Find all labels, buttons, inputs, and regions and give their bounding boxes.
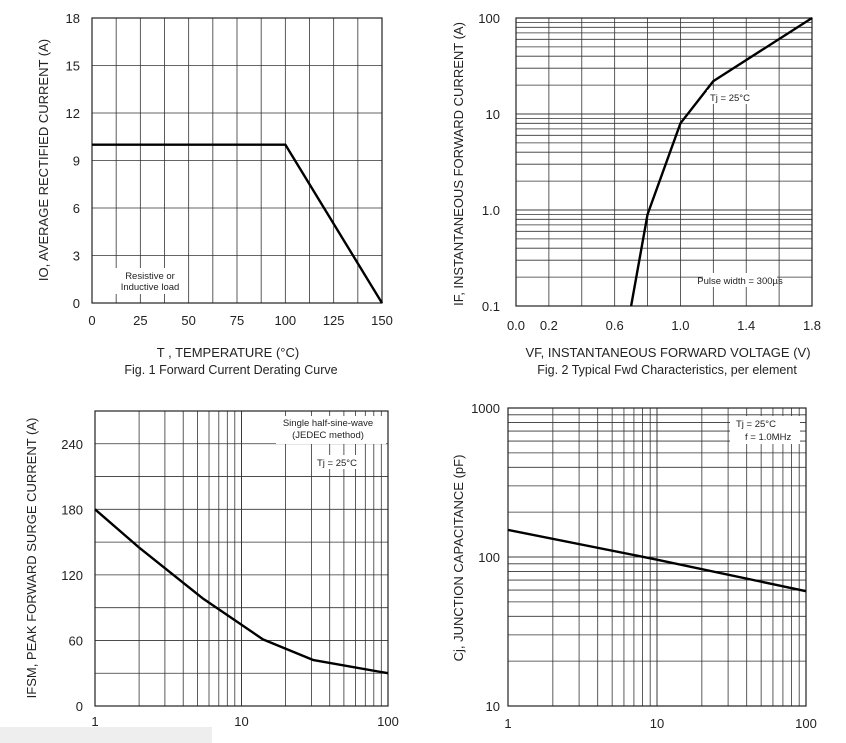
y-tick-label: 0.1	[482, 299, 500, 314]
x-tick-label: 10	[650, 716, 664, 731]
annotation-text: Resistive or	[125, 271, 175, 282]
y-tick-label: 10	[486, 107, 500, 122]
y-tick-label: 1.0	[482, 203, 500, 218]
annotation-text: (JEDEC method)	[292, 430, 364, 441]
x-tick-label: 1.8	[803, 318, 821, 333]
x-tick-label: 25	[133, 313, 147, 328]
x-tick-label: 150	[371, 313, 393, 328]
y-axis-label: IFSM, PEAK FORWARD SURGE CURRENT (A)	[24, 418, 39, 699]
series-line	[507, 528, 807, 593]
x-tick-label: 100	[274, 313, 296, 328]
series-line	[92, 143, 384, 304]
annotation-background	[314, 455, 360, 469]
y-tick-label: 240	[61, 437, 83, 452]
y-axis-label: Cj, JUNCTION CAPACITANCE (pF)	[451, 455, 466, 662]
chart-junction-capacitance: 1 10 100 10 100 1000 Tj = 25°C f = 1.0MHz Cj, JU…	[451, 401, 817, 731]
plot-frame	[91, 17, 383, 304]
chart-surge-current: 1 10 100 0 60 120 180 240 Single half-sine-wave(…	[24, 410, 399, 729]
annotation-background	[114, 268, 188, 294]
annotation-text: Tj = 25°C	[317, 458, 357, 469]
series-line	[629, 16, 813, 307]
x-tick-label: 1	[504, 716, 511, 731]
annotation-text: Tj = 25°C	[710, 93, 750, 104]
x-tick-label: 125	[323, 313, 345, 328]
y-tick-label: 12	[66, 106, 80, 121]
y-tick-label: 120	[61, 568, 83, 583]
y-tick-label: 15	[66, 59, 80, 74]
chart-fig2-forward: 0.0 0.2 0.6 1.0 1.4 1.8 0.1 1.0 10 100 Tj = 25°C Pu…	[451, 11, 821, 377]
x-tick-label: 100	[795, 716, 817, 731]
x-tick-label: 1.4	[737, 318, 755, 333]
x-axis-label: VF, INSTANTANEOUS FORWARD VOLTAGE (V)	[525, 345, 810, 360]
y-tick-label: 100	[478, 550, 500, 565]
y-tick-label: 1000	[471, 401, 500, 416]
bottom-overlay-bar	[0, 727, 212, 743]
x-tick-label: 100	[377, 714, 399, 729]
y-tick-label: 3	[73, 249, 80, 264]
y-tick-label: 60	[69, 633, 83, 648]
annotation-background	[730, 416, 800, 444]
x-tick-label: 1.0	[671, 318, 689, 333]
chart-fig1-derating: 0 25 50 75 100 125 150 0 3 6 9 12 15 18 Resistive orIn…	[36, 11, 393, 377]
figure-caption: Fig. 1 Forward Current Derating Curve	[124, 363, 337, 377]
annotation-text: Tj = 25°C	[736, 419, 776, 430]
plot-frame	[507, 407, 807, 707]
annotation-text: Inductive load	[121, 282, 180, 293]
plot-frame	[94, 410, 389, 707]
y-tick-label: 6	[73, 201, 80, 216]
y-axis-label: IF, INSTANTANEOUS FORWARD CURRENT (A)	[451, 22, 466, 306]
x-tick-label: 0.0	[507, 318, 525, 333]
y-tick-label: 9	[73, 154, 80, 169]
y-tick-label: 18	[66, 11, 80, 26]
y-tick-label: 180	[61, 502, 83, 517]
y-tick-label: 100	[478, 11, 500, 26]
x-tick-label: 10	[234, 714, 248, 729]
annotation-background	[707, 90, 755, 104]
x-tick-label: 0.2	[540, 318, 558, 333]
y-tick-label: 10	[486, 699, 500, 714]
figure-caption: Fig. 2 Typical Fwd Characteristics, per …	[537, 363, 797, 377]
x-axis-label: T , TEMPERATURE (°C)	[157, 345, 299, 360]
plot-frame	[515, 17, 813, 307]
annotation-text: f = 1.0MHz	[745, 432, 791, 443]
annotation-text: Pulse width = 300µs	[697, 276, 783, 287]
x-tick-label: 0.6	[606, 318, 624, 333]
annotation-background	[703, 273, 777, 287]
y-tick-label: 0	[73, 296, 80, 311]
series-line	[94, 508, 389, 675]
y-axis-label: IO, AVERAGE RECTIFIED CURRENT (A)	[36, 39, 51, 281]
x-tick-label: 1	[91, 714, 98, 729]
annotation-background	[276, 416, 386, 444]
y-tick-label: 0	[76, 699, 83, 714]
x-tick-label: 75	[230, 313, 244, 328]
x-tick-label: 50	[181, 313, 195, 328]
x-tick-label: 0	[88, 313, 95, 328]
annotation-text: Single half-sine-wave	[283, 418, 373, 429]
